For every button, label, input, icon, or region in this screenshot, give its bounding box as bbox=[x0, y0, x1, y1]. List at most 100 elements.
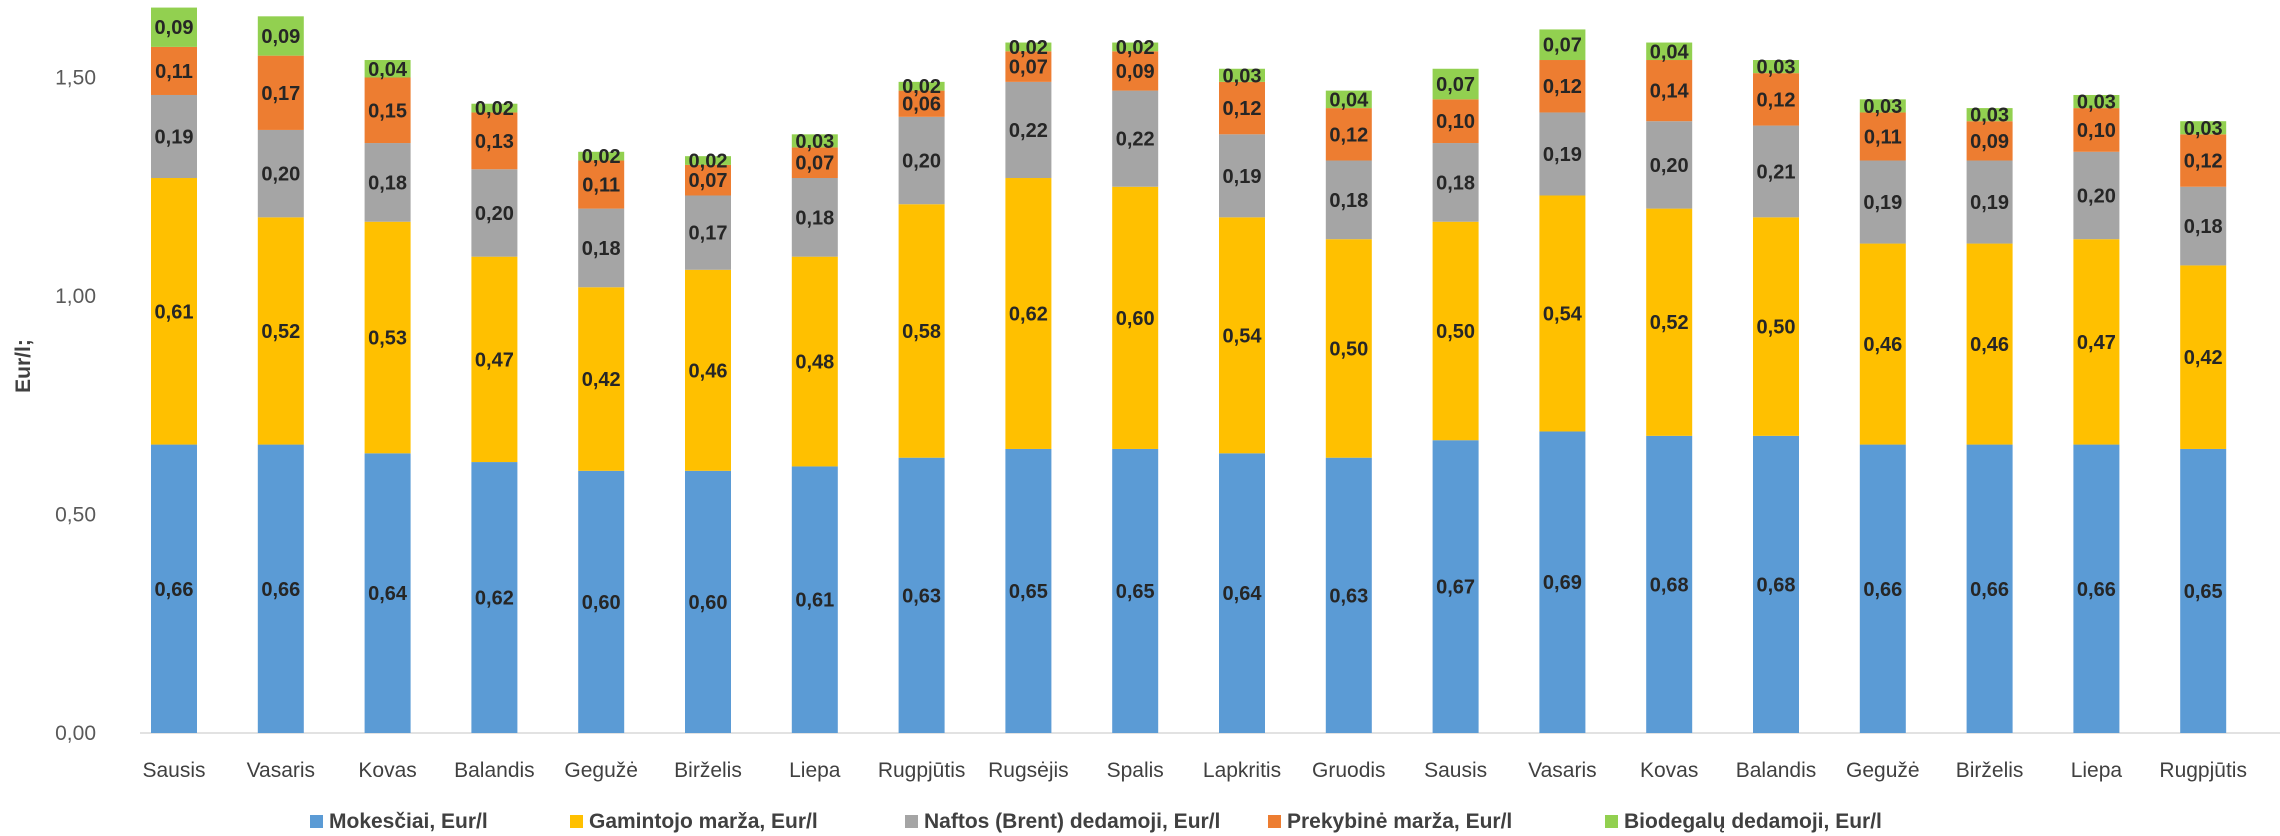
bar-segment bbox=[1539, 195, 1586, 432]
legend-swatch bbox=[310, 815, 323, 828]
data-label: 0,21 bbox=[1757, 161, 1796, 183]
bar-segment bbox=[257, 129, 304, 218]
bar-segment bbox=[471, 462, 518, 733]
bar-segment bbox=[898, 81, 945, 91]
bar-segment bbox=[898, 90, 945, 117]
data-label: 0,07 bbox=[1436, 74, 1475, 96]
data-label: 0,47 bbox=[475, 349, 514, 371]
data-label: 0,17 bbox=[261, 83, 300, 105]
bar-segment bbox=[685, 195, 731, 270]
data-label: 0,09 bbox=[261, 26, 300, 48]
bar-segment bbox=[1432, 440, 1479, 733]
bar-segment bbox=[791, 466, 838, 733]
bar-segment bbox=[578, 160, 625, 209]
data-label: 0,65 bbox=[1009, 581, 1048, 603]
bar-segment bbox=[1112, 186, 1159, 449]
x-tick-label: Balandis bbox=[1736, 759, 1817, 782]
bar-segment bbox=[2180, 186, 2227, 266]
bar-segment bbox=[364, 143, 411, 222]
bar-segment bbox=[364, 221, 411, 454]
bar-segment bbox=[685, 164, 731, 196]
y-tick-label: 1,00 bbox=[55, 285, 96, 308]
bar-segment bbox=[1859, 99, 1906, 113]
bar-segment bbox=[1432, 221, 1479, 441]
bar-segment bbox=[791, 256, 838, 467]
data-label: 0,66 bbox=[2077, 579, 2116, 601]
bar-segment bbox=[151, 444, 197, 733]
data-label: 0,46 bbox=[689, 360, 728, 382]
data-label: 0,67 bbox=[1436, 577, 1475, 599]
bar-segment bbox=[471, 103, 518, 113]
x-tick-label: Gegužė bbox=[564, 759, 638, 782]
x-tick-label: Gegužė bbox=[1846, 759, 1920, 782]
bar-segment bbox=[151, 94, 197, 179]
data-label: 0,03 bbox=[1757, 57, 1796, 79]
data-label: 0,12 bbox=[1543, 76, 1582, 98]
data-label: 0,03 bbox=[2077, 92, 2116, 114]
bar-segment bbox=[257, 217, 304, 445]
data-label: 0,11 bbox=[1864, 126, 1902, 148]
data-label: 0,48 bbox=[795, 352, 834, 374]
x-tick-label: Sausis bbox=[1424, 759, 1487, 782]
data-label: 0,22 bbox=[1116, 129, 1155, 151]
data-label: 0,03 bbox=[1970, 105, 2009, 127]
legend-item: Naftos (Brent) dedamoji, Eur/l bbox=[905, 810, 1220, 833]
data-label: 0,07 bbox=[1009, 57, 1048, 79]
bar-segment bbox=[1753, 435, 1799, 733]
x-tick-label: Spalis bbox=[1107, 759, 1164, 782]
data-label: 0,04 bbox=[1329, 89, 1369, 111]
bar-segment bbox=[151, 178, 197, 445]
data-label: 0,62 bbox=[1009, 303, 1048, 325]
data-label: 0,07 bbox=[1543, 35, 1582, 57]
bar-segment bbox=[1966, 160, 2013, 244]
legend-item: Gamintojo marža, Eur/l bbox=[570, 810, 818, 833]
x-axis-labels: Sausis Vasaris Kovas Balandis Gegužė Birželis… bbox=[142, 759, 2246, 782]
y-axis-title: Eur/l; bbox=[12, 339, 35, 393]
bar-segment bbox=[1219, 453, 1265, 733]
legend-item: Mokesčiai, Eur/l bbox=[310, 810, 488, 833]
data-label: 0,66 bbox=[155, 579, 194, 601]
bar-segment bbox=[685, 269, 731, 471]
data-label: 0,04 bbox=[1650, 41, 1690, 63]
data-label: 0,61 bbox=[795, 590, 834, 612]
data-label: 0,46 bbox=[1863, 334, 1902, 356]
bar-segment bbox=[1112, 448, 1159, 733]
data-label: 0,12 bbox=[2184, 151, 2223, 173]
data-label: 0,69 bbox=[1543, 572, 1582, 594]
x-tick-label: Lapkritis bbox=[1203, 759, 1281, 782]
legend-swatch bbox=[570, 815, 583, 828]
data-label: 0,50 bbox=[1329, 338, 1368, 360]
bar-segment bbox=[685, 156, 731, 165]
data-label: 0,19 bbox=[1543, 144, 1582, 166]
data-label: 0,10 bbox=[1436, 111, 1475, 133]
data-label: 0,19 bbox=[1970, 192, 2009, 214]
bar-segment bbox=[1005, 81, 1052, 179]
bar-segment bbox=[898, 204, 945, 458]
data-label: 0,54 bbox=[1543, 303, 1583, 325]
data-label: 0,15 bbox=[368, 100, 407, 122]
legend-swatch bbox=[905, 815, 918, 828]
bar-segment bbox=[364, 77, 411, 144]
data-label: 0,64 bbox=[1223, 583, 1263, 605]
data-label: 0,02 bbox=[475, 98, 514, 120]
data-label: 0,03 bbox=[1863, 96, 1902, 118]
legend-swatch bbox=[1605, 815, 1618, 828]
bar-segment bbox=[578, 287, 625, 471]
bar-segment bbox=[1325, 108, 1372, 161]
data-label: 0,03 bbox=[2184, 118, 2223, 140]
y-axis-title-group: Eur/l; bbox=[12, 339, 35, 393]
data-label: 0,12 bbox=[1329, 124, 1368, 146]
data-label: 0,61 bbox=[155, 301, 194, 323]
bar-segment bbox=[791, 147, 838, 179]
x-tick-label: Sausis bbox=[142, 759, 205, 782]
data-label: 0,53 bbox=[368, 328, 407, 350]
data-label: 0,18 bbox=[368, 172, 407, 194]
data-label: 0,65 bbox=[2184, 581, 2223, 603]
bar-segment bbox=[1753, 217, 1799, 436]
data-label: 0,19 bbox=[155, 126, 194, 148]
bars-group: 0,66 0,61 0,19 0,11 0,09 0,66 0,52 0,20 0,17 0,09… bbox=[151, 7, 2227, 733]
bar-segment bbox=[578, 208, 625, 288]
bar-segment bbox=[1539, 60, 1586, 113]
bar-segment bbox=[1112, 42, 1159, 52]
bar-segment bbox=[1859, 112, 1906, 161]
